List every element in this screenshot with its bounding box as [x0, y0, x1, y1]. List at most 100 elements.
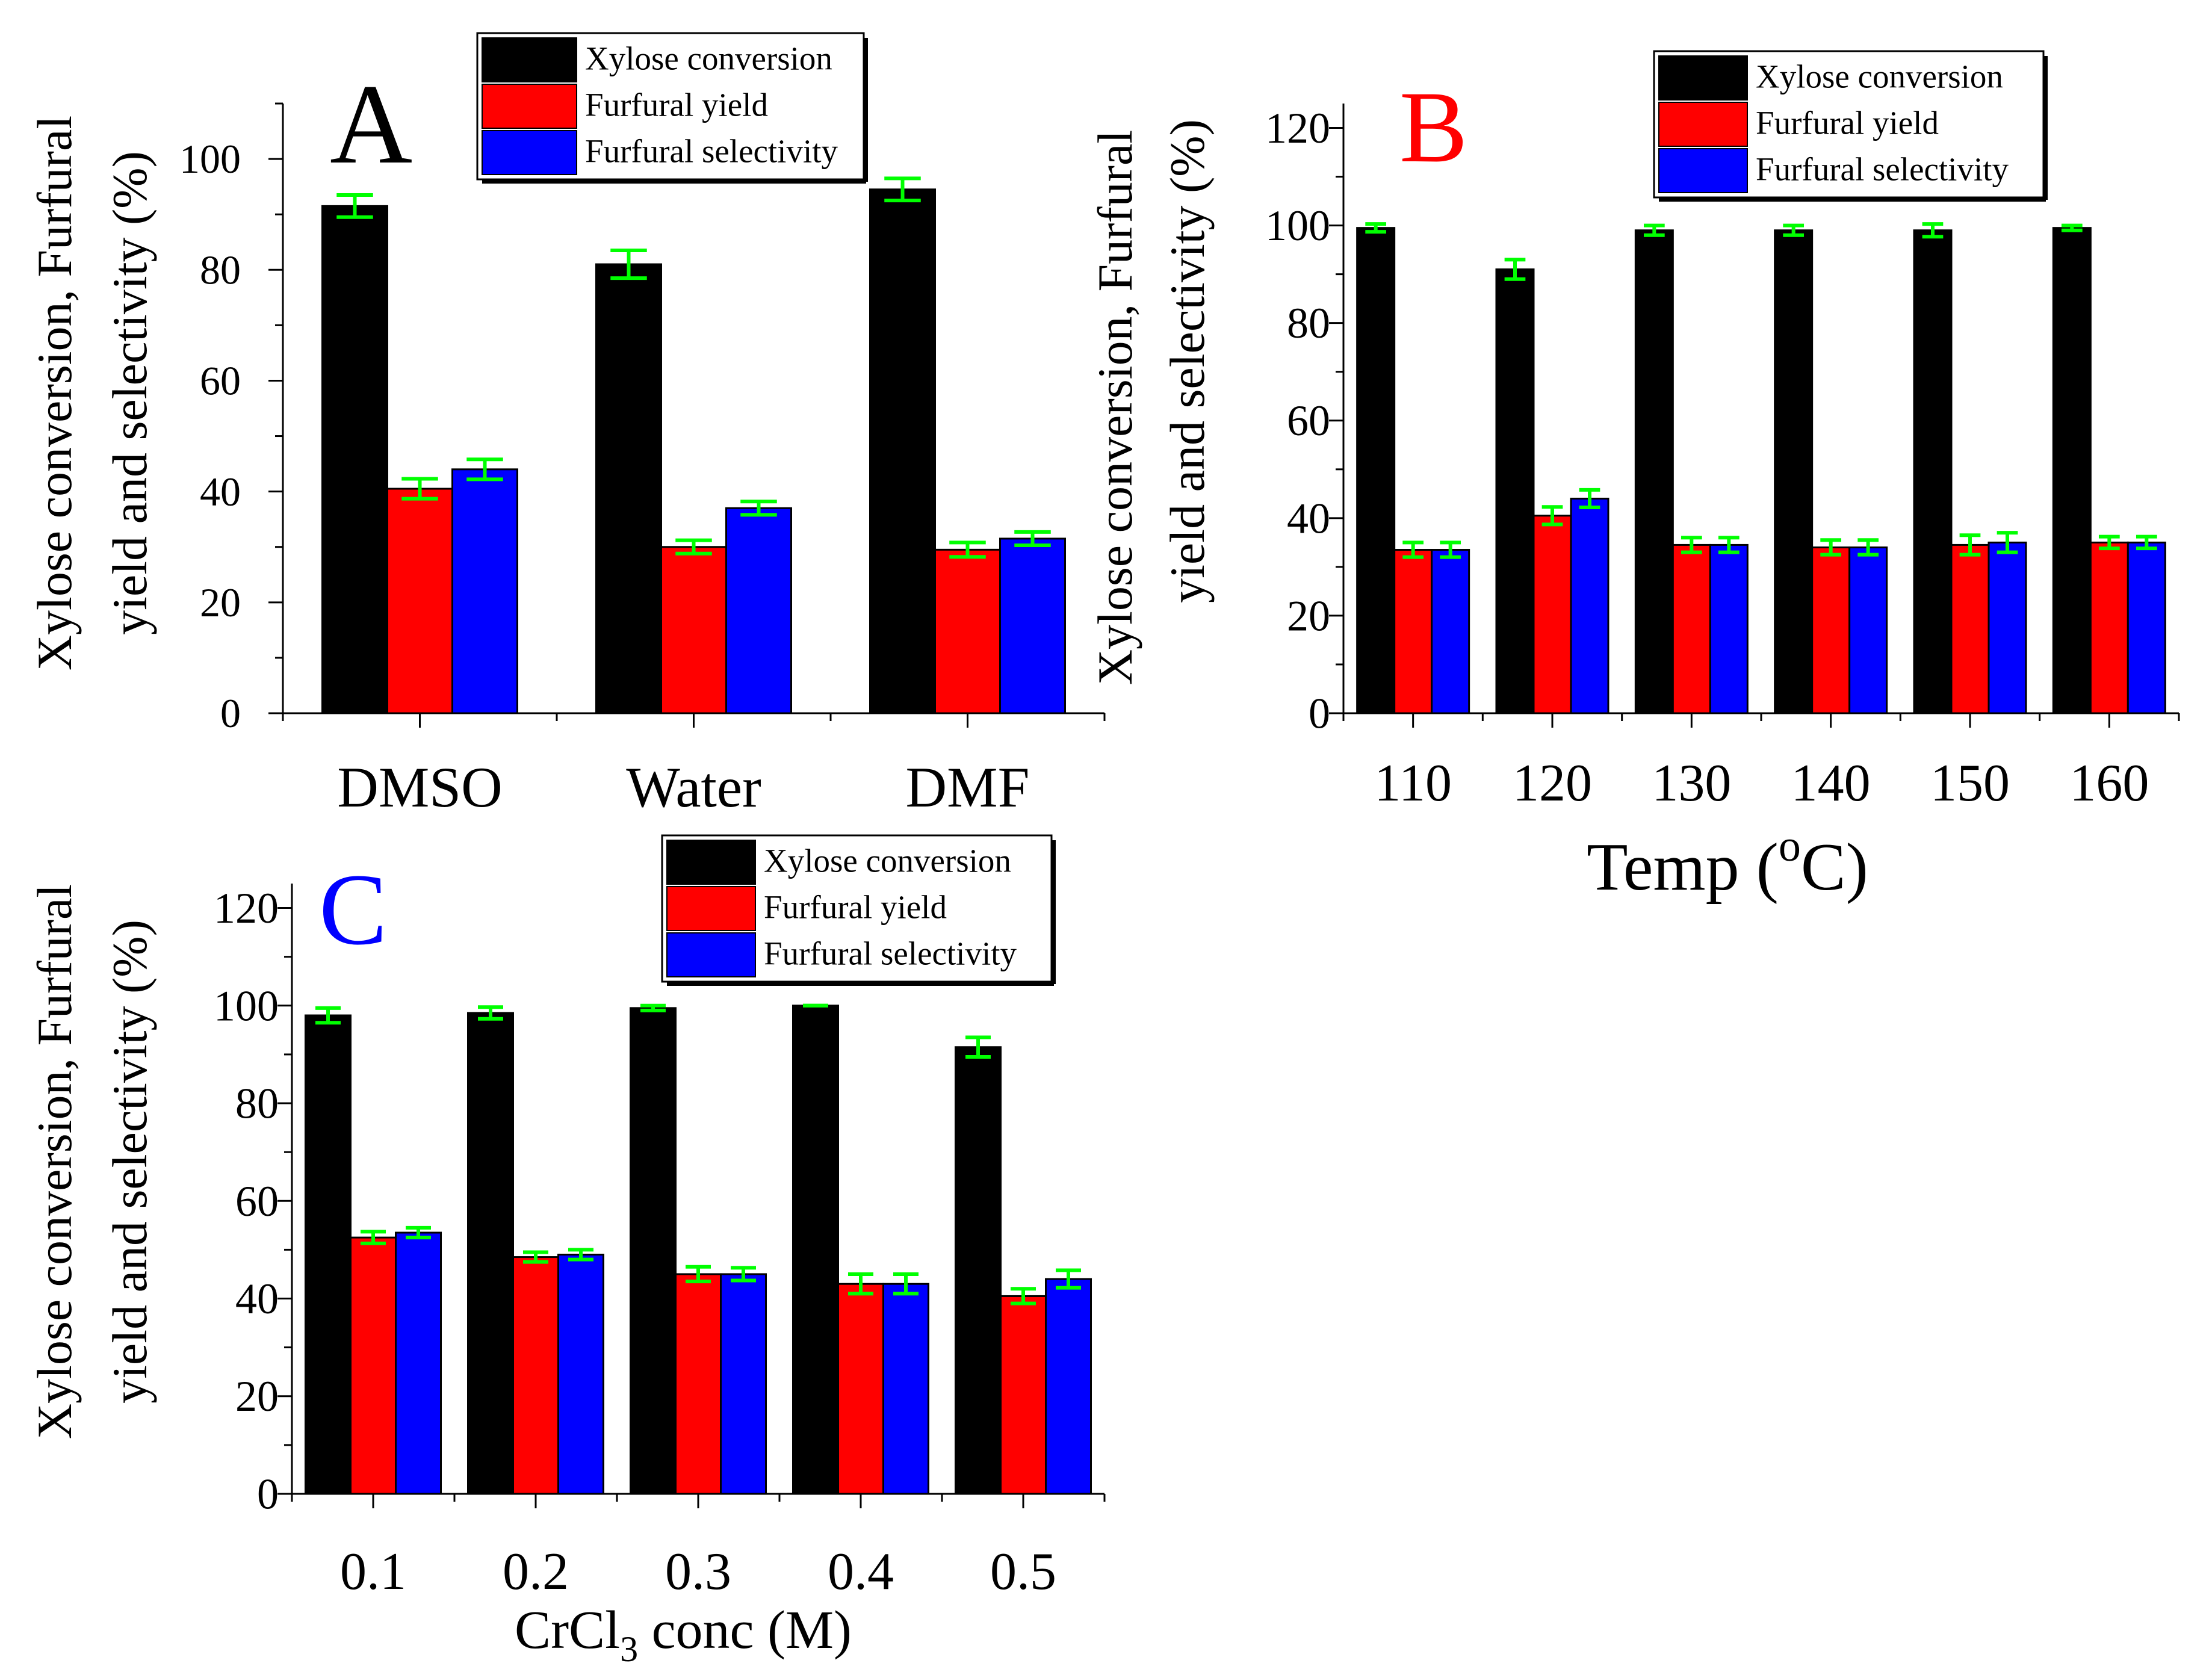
panel-b-y-tick-label: 100 — [1265, 202, 1330, 250]
panel-a-legend-swatch-yield — [482, 84, 577, 129]
panel-b-error-bar-selectivity-110 — [1440, 540, 1461, 559]
panel-c-error-bar-yield-0.3 — [686, 1265, 711, 1284]
panel-c-error-bar-conversion-0.5 — [965, 1035, 991, 1059]
panel-b-x-tick-label-140: 140 — [1791, 754, 1871, 813]
panel-a-legend-label-selectivity: Furfural selectivity — [585, 132, 838, 169]
panel-c-error-bar-yield-0.2 — [523, 1250, 548, 1264]
panel-a-legend-swatch-conversion — [482, 37, 577, 82]
panel-a-error-bar-yield-DMF — [949, 540, 986, 559]
panel-b-bar-selectivity-130 — [1709, 543, 1749, 714]
panel-c-legend-label-selectivity: Furfural selectivity — [764, 935, 1017, 971]
panel-c-x-axis-title-sub: 3 — [620, 1629, 638, 1669]
panel-b-error-bar-conversion-120 — [1504, 258, 1526, 281]
panel-c-x-tick-label-0.5: 0.5 — [990, 1543, 1056, 1601]
panel-b-y-tick-label: 60 — [1287, 397, 1330, 445]
panel-b-error-bar-yield-110 — [1402, 540, 1424, 559]
panel-b-legend-swatch-selectivity — [1658, 148, 1748, 193]
panel-b-y-tick-label: 80 — [1287, 299, 1330, 347]
panel-a-error-bar-yield-DMSO — [401, 477, 438, 501]
panel-a-legend: Xylose conversion Furfural yield Furfural … — [476, 32, 868, 184]
panel-b-error-bar-conversion-150 — [1922, 222, 1944, 239]
panel-b-legend-label-yield: Furfural yield — [1756, 104, 1939, 141]
panel-a-legend-label-conversion: Xylose conversion — [585, 40, 832, 76]
panel-a-x-tick-label-Water: Water — [626, 755, 761, 819]
panel-c-error-bar-yield-0.1 — [361, 1230, 386, 1245]
panel-b-bar-selectivity-110 — [1431, 549, 1470, 714]
panel-c-bar-yield-0.2 — [512, 1256, 559, 1495]
panel-a-plot-area: 0 20 40 60 80 100 DMSO Water DMF — [179, 102, 1106, 819]
panel-a-y-tick-label: 100 — [179, 136, 241, 182]
panel-a-label: A — [330, 61, 412, 188]
panel-b-bar-selectivity-160 — [2127, 541, 2166, 714]
panel-b-x-tick-label-110: 110 — [1374, 754, 1452, 813]
panel-c-y-tick-label: 80 — [235, 1080, 279, 1128]
panel-c-bar-selectivity-0.4 — [882, 1283, 929, 1495]
panel-c-error-bar-selectivity-0.2 — [568, 1248, 593, 1262]
panel-a-y-tick-label: 20 — [200, 580, 241, 625]
panel-a-error-bar-conversion-Water — [610, 249, 647, 280]
panel-b-bar-conversion-140 — [1774, 229, 1814, 714]
panel-c-y-tick-label: 60 — [235, 1177, 279, 1225]
panel-c-bar-yield-0.3 — [675, 1273, 722, 1495]
panel-a-bar-conversion-Water — [595, 263, 662, 714]
panel-a-y-tick-label: 80 — [200, 247, 241, 293]
panel-a-bar-selectivity-DMSO — [451, 468, 518, 714]
panel-a-y-tick-label: 0 — [220, 690, 241, 736]
panel-c-y-axis-title: Xylose conversion, Furfural yield and se… — [27, 884, 157, 1439]
panel-c-y-tick-label: 120 — [214, 884, 279, 932]
panel-c-legend-swatch-conversion — [666, 840, 756, 885]
panel-c-x-axis-title-end: conc (M) — [638, 1600, 852, 1660]
panel-b-error-bar-conversion-110 — [1365, 222, 1387, 234]
panel-a-legend-label-yield: Furfural yield — [585, 86, 768, 123]
panel-b-bar-conversion-130 — [1634, 229, 1674, 714]
panel-b-error-bar-selectivity-150 — [1997, 531, 2018, 554]
panel-a-legend-swatch-selectivity — [482, 130, 577, 175]
panel-c-y-tick-label: 0 — [257, 1470, 279, 1518]
panel-b-x-axis-title-main: Temp ( — [1587, 830, 1779, 905]
panel-a: Xylose conversion, Furfural yield and se… — [27, 32, 1106, 819]
panel-c-legend: Xylose conversion Furfural yield Furfural … — [661, 834, 1056, 986]
panel-c-x-axis-title-main: CrCl — [515, 1600, 620, 1660]
panel-c-bar-conversion-0.1 — [305, 1014, 352, 1495]
panel-a-error-bar-selectivity-DMSO — [466, 457, 503, 482]
panel-a-y-axis-title-line2: yield and selectivity (%) — [102, 151, 157, 635]
panel-c-bar-selectivity-0.1 — [395, 1231, 442, 1495]
panel-b-error-bar-selectivity-140 — [1857, 538, 1879, 557]
panel-b-x-axis-title: Temp (oC) — [1587, 822, 1868, 905]
panel-b-bar-yield-160 — [2089, 541, 2129, 714]
panel-a-y-tick-label: 40 — [200, 469, 241, 515]
panel-b-bar-conversion-160 — [2052, 227, 2092, 714]
panel-b-error-bar-selectivity-160 — [2136, 534, 2157, 551]
panel-b-plot-area: 0 20 40 60 80 100 120 110 120 130 140 150 160 — [1265, 104, 2180, 813]
panel-a-x-tick-label-DMF: DMF — [906, 755, 1030, 819]
panel-a-bar-conversion-DMF — [869, 188, 936, 714]
panel-a-y-axis-title: Xylose conversion, Furfural yield and se… — [27, 116, 157, 670]
panel-a-error-bar-conversion-DMSO — [336, 193, 373, 219]
panel-b-error-bar-selectivity-120 — [1579, 488, 1600, 510]
panel-b-error-bar-yield-150 — [1959, 533, 1981, 557]
panel-c-label: C — [319, 853, 387, 966]
panel-b-bar-yield-150 — [1950, 543, 1990, 714]
panel-b-bar-conversion-110 — [1356, 227, 1396, 714]
panel-a-error-bar-selectivity-Water — [740, 500, 777, 517]
panel-a-bar-yield-DMF — [934, 548, 1001, 714]
panel-a-bar-yield-Water — [660, 546, 727, 714]
panel-b-bar-yield-140 — [1811, 546, 1851, 714]
panel-c-x-tick-label-0.1: 0.1 — [340, 1543, 406, 1601]
panel-c-x-tick-label-0.2: 0.2 — [503, 1543, 569, 1601]
panel-c-error-bar-conversion-0.2 — [478, 1005, 503, 1021]
panel-c-error-bar-selectivity-0.3 — [731, 1266, 756, 1283]
panel-c-legend-swatch-selectivity — [666, 932, 756, 977]
panel-b-x-tick-label-150: 150 — [1930, 754, 2010, 813]
panel-b-x-tick-label-160: 160 — [2069, 754, 2149, 813]
panel-b-error-bar-conversion-140 — [1783, 223, 1805, 237]
panel-b-x-tick-label-130: 130 — [1652, 754, 1731, 813]
panel-c-error-bar-yield-0.5 — [1011, 1287, 1036, 1305]
panel-b-bar-conversion-150 — [1913, 229, 1953, 714]
panel-c-bar-selectivity-0.2 — [557, 1254, 604, 1495]
panel-c-error-bar-selectivity-0.5 — [1056, 1268, 1081, 1290]
panel-c-x-tick-label-0.4: 0.4 — [828, 1543, 894, 1601]
panel-b-error-bar-yield-140 — [1820, 538, 1842, 557]
panel-b-x-axis-title-end: C) — [1801, 830, 1868, 905]
panel-b-error-bar-yield-120 — [1541, 505, 1563, 527]
